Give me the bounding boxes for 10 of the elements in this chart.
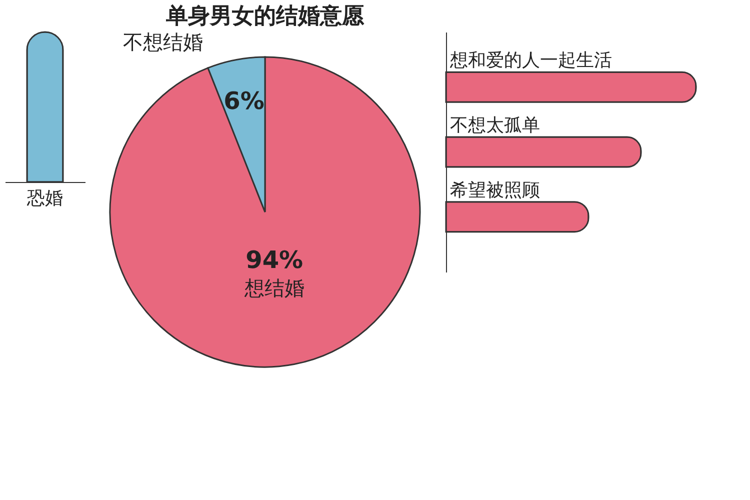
pie-slice (109, 56, 421, 368)
chart-title: 单身男女的结婚意愿 (165, 4, 365, 29)
y-tick-label: 希望被照顾 (450, 180, 540, 201)
y-tick-label: 想和爱的人一起生活 (449, 50, 612, 72)
data-label: 6% (224, 86, 264, 115)
slice-label: 想结婚 (243, 276, 304, 300)
data-label: 94% (246, 246, 304, 274)
slice-label: 不想结婚 (122, 30, 203, 54)
x-tick-label: 恐婚 (26, 188, 63, 209)
y-tick-label: 不想太孤单 (450, 115, 540, 136)
